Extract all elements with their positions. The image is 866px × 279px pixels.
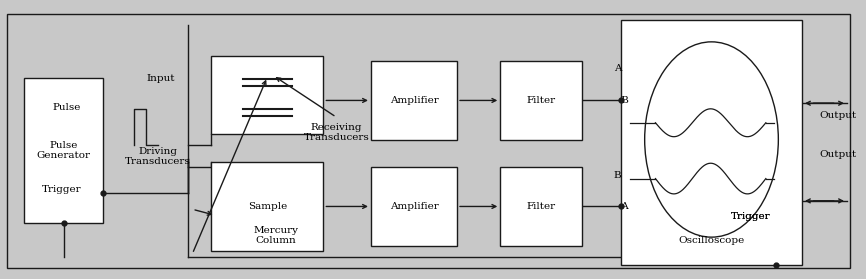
Bar (501, 61, 582, 140)
Text: Pulse: Pulse (53, 103, 81, 112)
Text: Pulse
Generator: Pulse Generator (37, 141, 91, 160)
Text: Trigger: Trigger (731, 212, 770, 221)
Text: Driving
Transducers: Driving Transducers (125, 146, 191, 166)
Text: Filter: Filter (527, 96, 556, 105)
Text: A: A (614, 64, 621, 73)
Text: Receiving
Transducers: Receiving Transducers (303, 123, 369, 142)
Text: Oscilloscope: Oscilloscope (678, 236, 745, 245)
Text: A: A (618, 202, 629, 211)
Text: Input: Input (146, 74, 175, 83)
Bar (371, 61, 457, 140)
Text: Sample: Sample (248, 202, 287, 211)
Bar (621, 20, 802, 265)
Text: Mercury
Column: Mercury Column (254, 226, 299, 246)
Bar (211, 56, 323, 134)
Text: B: B (614, 171, 621, 180)
Text: Trigger: Trigger (42, 185, 81, 194)
Text: Output: Output (819, 150, 856, 159)
Bar (211, 162, 323, 251)
Text: Trigger: Trigger (731, 212, 770, 221)
Text: Amplifier: Amplifier (390, 96, 438, 105)
Bar (24, 78, 104, 223)
Text: Output: Output (819, 111, 856, 120)
Text: Filter: Filter (527, 202, 556, 211)
Bar (501, 167, 582, 246)
Text: B: B (618, 96, 630, 105)
Bar (371, 167, 457, 246)
Text: Amplifier: Amplifier (390, 202, 438, 211)
Ellipse shape (644, 42, 779, 237)
